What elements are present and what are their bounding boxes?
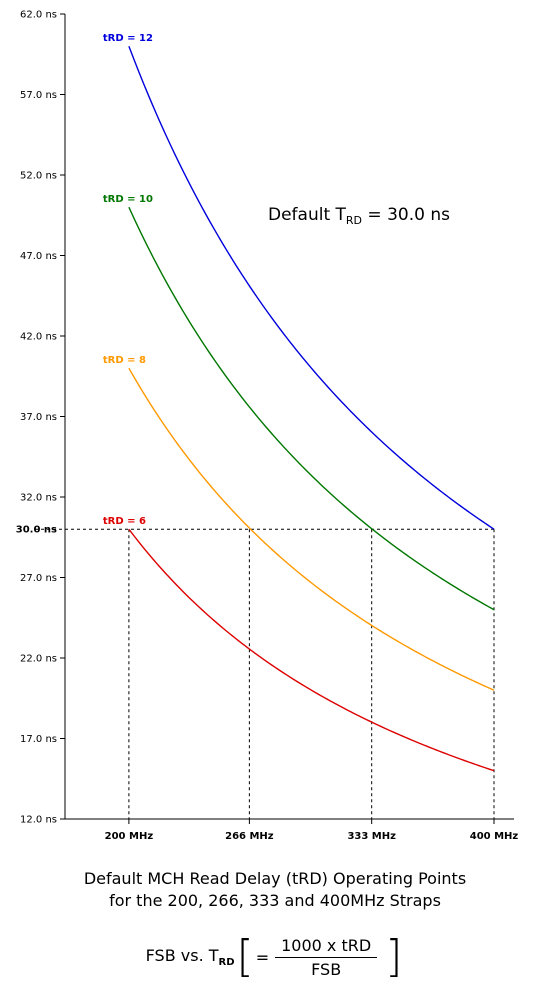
- formula-bracket-right: ]: [385, 931, 403, 982]
- formula-lhs: FSB vs. TRD: [145, 945, 235, 969]
- guide-lines: [35, 528, 495, 819]
- formula-equals: =: [255, 947, 270, 967]
- x-tick-label: 333 MHz: [347, 831, 396, 842]
- y-tick-label: 47.0 ns: [20, 251, 57, 262]
- x-tick-label: 200 MHz: [105, 831, 154, 842]
- tick-labels: 12.0 ns 17.0 ns 22.0 ns 27.0 ns 32.0 ns 37.0 …: [16, 10, 519, 843]
- y-tick-label: 37.0 ns: [20, 412, 57, 423]
- y-tick-label: 17.0 ns: [20, 734, 57, 745]
- axes: [60, 13, 514, 824]
- series-label-trd-10: tRD = 10: [103, 194, 153, 205]
- y-tick-label: 27.0 ns: [20, 573, 57, 584]
- series-line-trd-12: [128, 45, 495, 530]
- caption-line-1: Default MCH Read Delay (tRD) Operating P…: [83, 869, 467, 888]
- caption-line-2: for the 200, 266, 333 and 400MHz Straps: [109, 891, 441, 910]
- y-tick-label: 42.0 ns: [20, 332, 57, 343]
- series-label-trd-8: tRD = 8: [103, 355, 146, 366]
- formula-fraction: 1000 x tRD FSB: [275, 936, 378, 979]
- y-tick-label: 57.0 ns: [20, 90, 57, 101]
- series-line-trd-10: [128, 206, 495, 611]
- formula-numerator: 1000 x tRD: [275, 936, 378, 958]
- series-line-trd-8: [128, 367, 495, 691]
- y-tick-label: 52.0 ns: [20, 171, 57, 182]
- series-lines: [128, 45, 495, 772]
- y-tick-label: 62.0 ns: [20, 10, 57, 21]
- formula-denominator: FSB: [311, 959, 342, 979]
- series-label-trd-12: tRD = 12: [103, 33, 153, 44]
- y-tick-label: 32.0 ns: [20, 493, 57, 504]
- chart-svg: 12.0 ns 17.0 ns 22.0 ns 27.0 ns 32.0 ns 37.0 …: [16, 10, 519, 843]
- y-tick-label: 22.0 ns: [20, 654, 57, 665]
- highlight-y-label: 30.0 ns: [16, 525, 57, 536]
- x-tick-label: 400 MHz: [470, 831, 519, 842]
- y-tick-label: 12.0 ns: [20, 815, 57, 826]
- formula-bracket-left: [: [236, 931, 254, 982]
- default-trd-annotation: Default TRD = 30.0 ns: [268, 205, 450, 227]
- series-line-trd-6: [128, 528, 495, 772]
- formula: FSB vs. TRD [ = 1000 x tRD FSB ]: [0, 932, 550, 982]
- x-tick-label: 266 MHz: [225, 831, 274, 842]
- series-label-trd-6: tRD = 6: [103, 516, 146, 527]
